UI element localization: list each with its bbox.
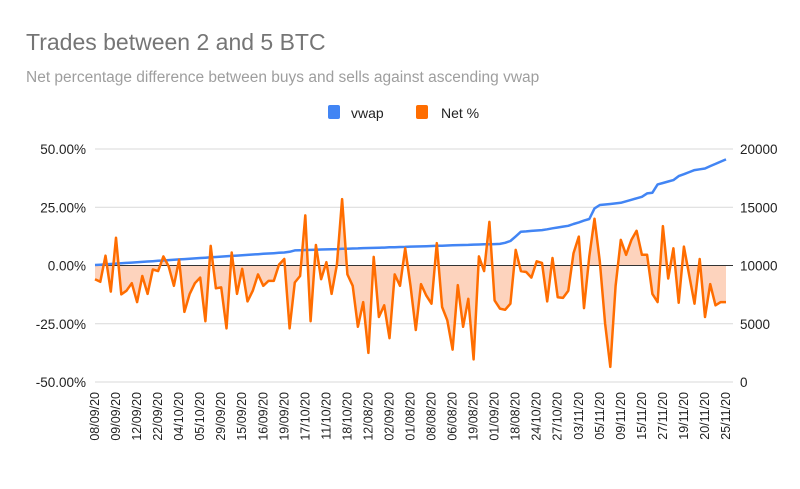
chart-subtitle: Net percentage difference between buys a…: [26, 69, 539, 86]
left-tick-label: 25.00%: [40, 200, 86, 215]
x-tick-label: 12/08/20: [361, 392, 375, 441]
x-tick-label: 08/09/20: [88, 392, 102, 441]
net-line: [94, 197, 726, 369]
right-tick-label: 5000: [740, 317, 770, 332]
left-tick-label: 0.00%: [48, 259, 86, 274]
x-tick-label: 02/09/20: [382, 392, 396, 441]
right-tick-label: 0: [740, 375, 748, 390]
x-tick-label: 20/11/20: [698, 392, 712, 440]
x-tick-label: 01/09/20: [488, 392, 502, 441]
legend-label-vwap: vwap: [351, 105, 384, 121]
x-tick-label: 17/10/20: [298, 392, 312, 441]
x-tick-label: 04/10/20: [172, 392, 186, 441]
vwap-line: [94, 158, 727, 267]
x-tick-label: 08/08/20: [425, 392, 439, 441]
x-tick-label: 01/08/20: [404, 392, 418, 441]
x-tick-label: 24/10/20: [530, 392, 544, 441]
x-tick-label: 18/10/20: [340, 392, 354, 441]
plot-area: [94, 158, 733, 369]
x-tick-label: 25/11/20: [719, 392, 733, 440]
x-tick-label: 22/09/20: [151, 392, 165, 441]
x-tick-label: 18/08/20: [509, 392, 523, 441]
x-tick-label: 11/10/20: [319, 392, 333, 440]
legend: vwap Net %: [328, 105, 479, 121]
left-tick-label: 50.00%: [40, 142, 86, 157]
x-tick-label: 05/10/20: [193, 392, 207, 441]
x-tick-label: 15/09/20: [235, 392, 249, 441]
x-tick-label: 19/09/20: [277, 392, 291, 441]
chart-title: Trades between 2 and 5 BTC: [26, 29, 326, 55]
x-tick-label: 19/11/20: [677, 392, 691, 440]
right-tick-label: 15000: [740, 200, 778, 215]
x-tick-label: 09/11/20: [614, 392, 628, 440]
x-tick-label: 19/08/20: [467, 392, 481, 441]
x-tick-label: 15/11/20: [635, 392, 649, 440]
x-tick-label: 27/10/20: [551, 392, 565, 441]
right-axis: 20000 15000 10000 5000 0: [740, 142, 778, 390]
x-tick-label: 09/09/20: [109, 392, 123, 441]
x-tick-label: 27/11/20: [656, 392, 670, 440]
x-tick-label: 29/09/20: [214, 392, 228, 441]
right-tick-label: 20000: [740, 142, 778, 157]
legend-swatch-vwap: [328, 105, 340, 119]
x-axis: 08/09/20 09/09/20 12/09/20 22/09/20 04/10/20…: [88, 392, 733, 441]
x-tick-label: 06/08/20: [446, 392, 460, 441]
x-tick-label: 03/11/20: [572, 392, 586, 440]
x-tick-label: 05/11/20: [593, 392, 607, 440]
right-tick-label: 10000: [740, 259, 778, 274]
legend-swatch-net: [416, 105, 428, 119]
x-tick-label: 16/09/20: [256, 392, 270, 441]
left-tick-label: -25.00%: [36, 317, 86, 332]
left-tick-label: -50.00%: [36, 375, 86, 390]
x-tick-label: 12/09/20: [130, 392, 144, 441]
legend-label-net: Net %: [441, 105, 479, 121]
left-axis: 50.00% 25.00% 0.00% -25.00% -50.00%: [36, 142, 86, 390]
